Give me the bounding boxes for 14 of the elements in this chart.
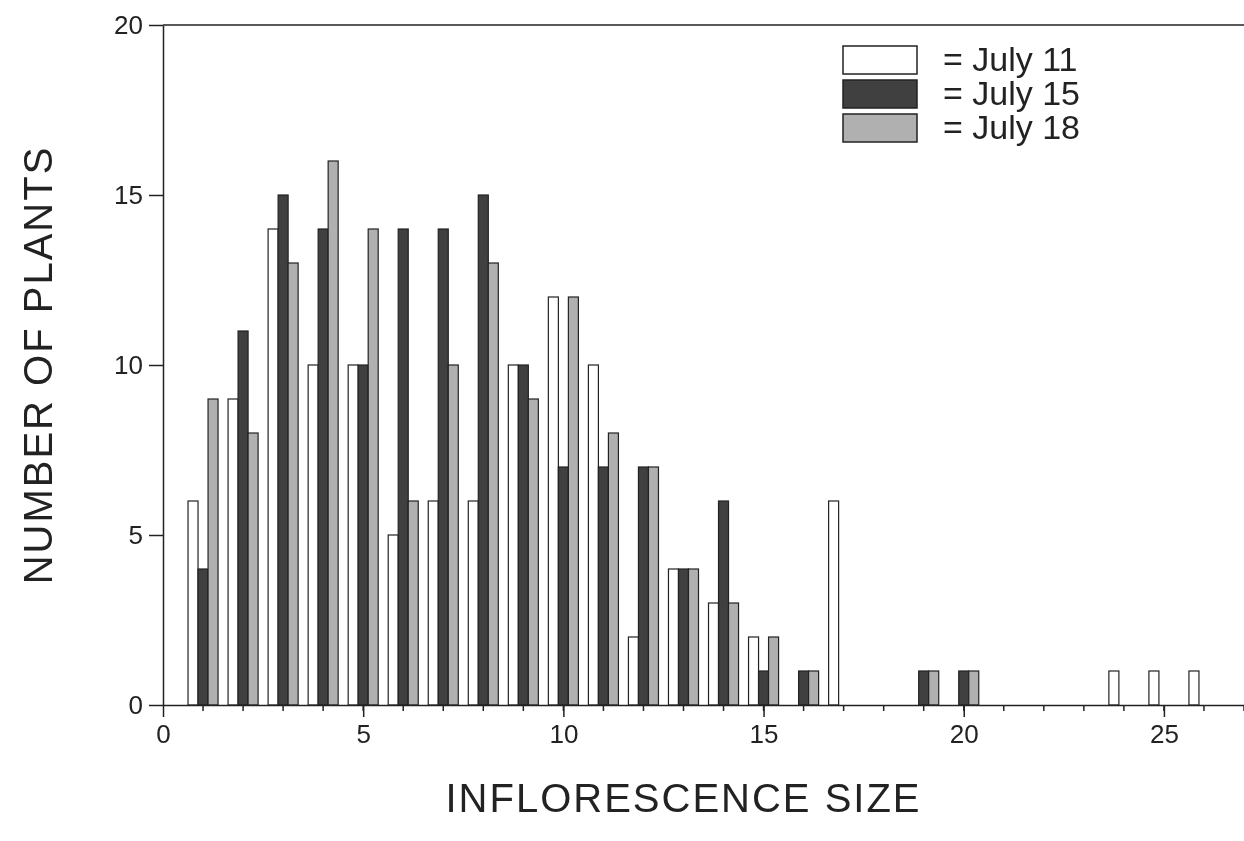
y-tick-label: 0 [128,689,143,720]
x-tick-label: 0 [156,719,171,750]
y-axis-title: NUMBER OF PLANTS [16,145,60,585]
y-tick-label: 5 [128,519,143,550]
x-tick-label: 5 [356,719,371,750]
x-tick-label: 20 [949,719,979,750]
y-tick-label: 10 [114,349,143,380]
x-tick-label: 25 [1149,719,1179,750]
x-tick-label: 15 [749,719,779,750]
y-tick-label: 20 [114,9,143,40]
x-tick-label: 10 [549,719,579,750]
x-axis-title: INFLORESCENCE SIZE [445,776,922,820]
legend-label: = July 11 [943,40,1078,78]
y-tick-label: 15 [114,179,143,210]
